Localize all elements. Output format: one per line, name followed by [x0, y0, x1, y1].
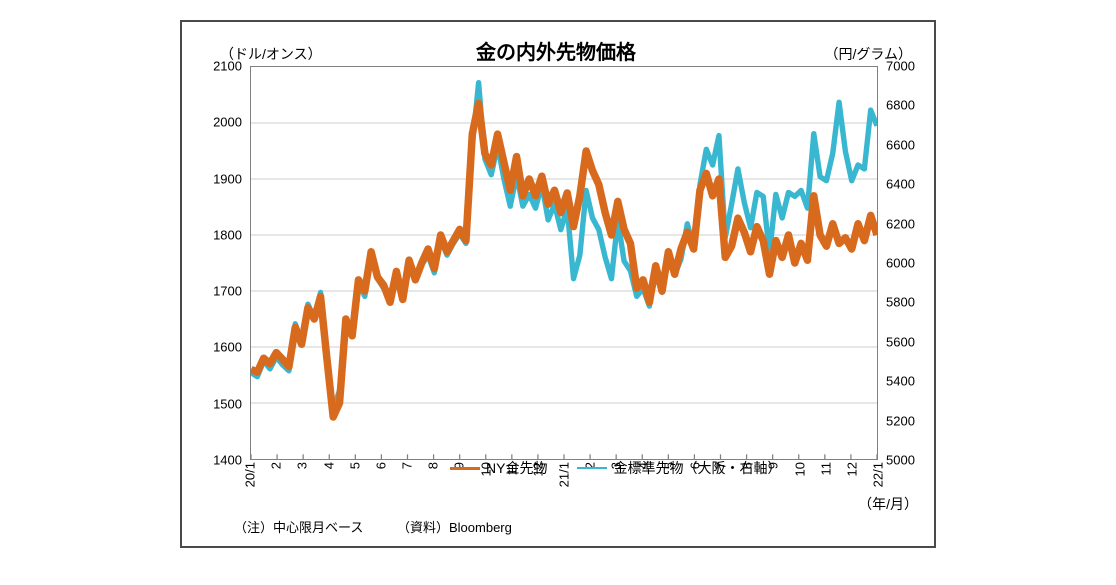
y2-tick-label: 6400 — [886, 177, 915, 192]
x-tick-label: 20/1 — [243, 462, 258, 487]
y1-tick-label: 1900 — [213, 171, 242, 186]
y1-tick-label: 1400 — [213, 453, 242, 468]
footnote-1: （注）中心限月ベース — [234, 520, 363, 535]
y1-tick-label: 1800 — [213, 227, 242, 242]
x-tick-label: 12 — [844, 462, 859, 476]
y2-tick-label: 5400 — [886, 374, 915, 389]
y2-tick-label: 5200 — [886, 413, 915, 428]
x-tick-label: 3 — [295, 462, 310, 469]
y2-tick-label: 5800 — [886, 295, 915, 310]
y2-tick-label: 5600 — [886, 334, 915, 349]
footnote-2: （資料）Bloomberg — [397, 520, 512, 535]
legend-label-ny: NY金先物 — [486, 458, 547, 478]
y1-ticks: 14001500160017001800190020002100 — [190, 66, 246, 460]
legend-item-ny: NY金先物 — [450, 458, 547, 478]
x-axis-label: （年/月） — [858, 494, 918, 514]
plot-area — [250, 66, 878, 460]
y2-tick-label: 6000 — [886, 256, 915, 271]
y2-tick-label: 6800 — [886, 98, 915, 113]
y1-tick-label: 2000 — [213, 115, 242, 130]
y2-ticks: 5000520054005600580060006200640066006800… — [882, 66, 922, 460]
y1-tick-label: 2100 — [213, 59, 242, 74]
y1-tick-label: 1600 — [213, 340, 242, 355]
chart-container: 金の内外先物価格 （ドル/オンス） （円/グラム） 14001500160017… — [190, 30, 922, 538]
y1-tick-label: 1700 — [213, 284, 242, 299]
y2-tick-label: 5000 — [886, 453, 915, 468]
x-tick-label: 7 — [400, 462, 415, 469]
y2-tick-label: 6600 — [886, 137, 915, 152]
x-tick-label: 2 — [269, 462, 284, 469]
x-tick-label: 22/1 — [871, 462, 886, 487]
legend: NY金先物 金標準先物（大阪・右軸） — [450, 458, 781, 478]
x-tick-label: 5 — [347, 462, 362, 469]
y1-tick-label: 1500 — [213, 396, 242, 411]
series-svg — [251, 67, 877, 459]
footnotes: （注）中心限月ベース （資料）Bloomberg — [234, 517, 512, 536]
x-tick-label: 10 — [792, 462, 807, 476]
legend-item-osaka: 金標準先物（大阪・右軸） — [577, 458, 781, 478]
chart-frame: 金の内外先物価格 （ドル/オンス） （円/グラム） 14001500160017… — [180, 20, 936, 548]
y2-tick-label: 7000 — [886, 59, 915, 74]
legend-swatch-osaka — [577, 467, 607, 469]
x-tick-label: 11 — [818, 462, 833, 476]
x-tick-label: 4 — [321, 462, 336, 469]
x-tick-label: 6 — [373, 462, 388, 469]
x-tick-label: 8 — [426, 462, 441, 469]
y2-tick-label: 6200 — [886, 216, 915, 231]
legend-label-osaka: 金標準先物（大阪・右軸） — [613, 458, 781, 478]
legend-swatch-ny — [450, 467, 480, 470]
